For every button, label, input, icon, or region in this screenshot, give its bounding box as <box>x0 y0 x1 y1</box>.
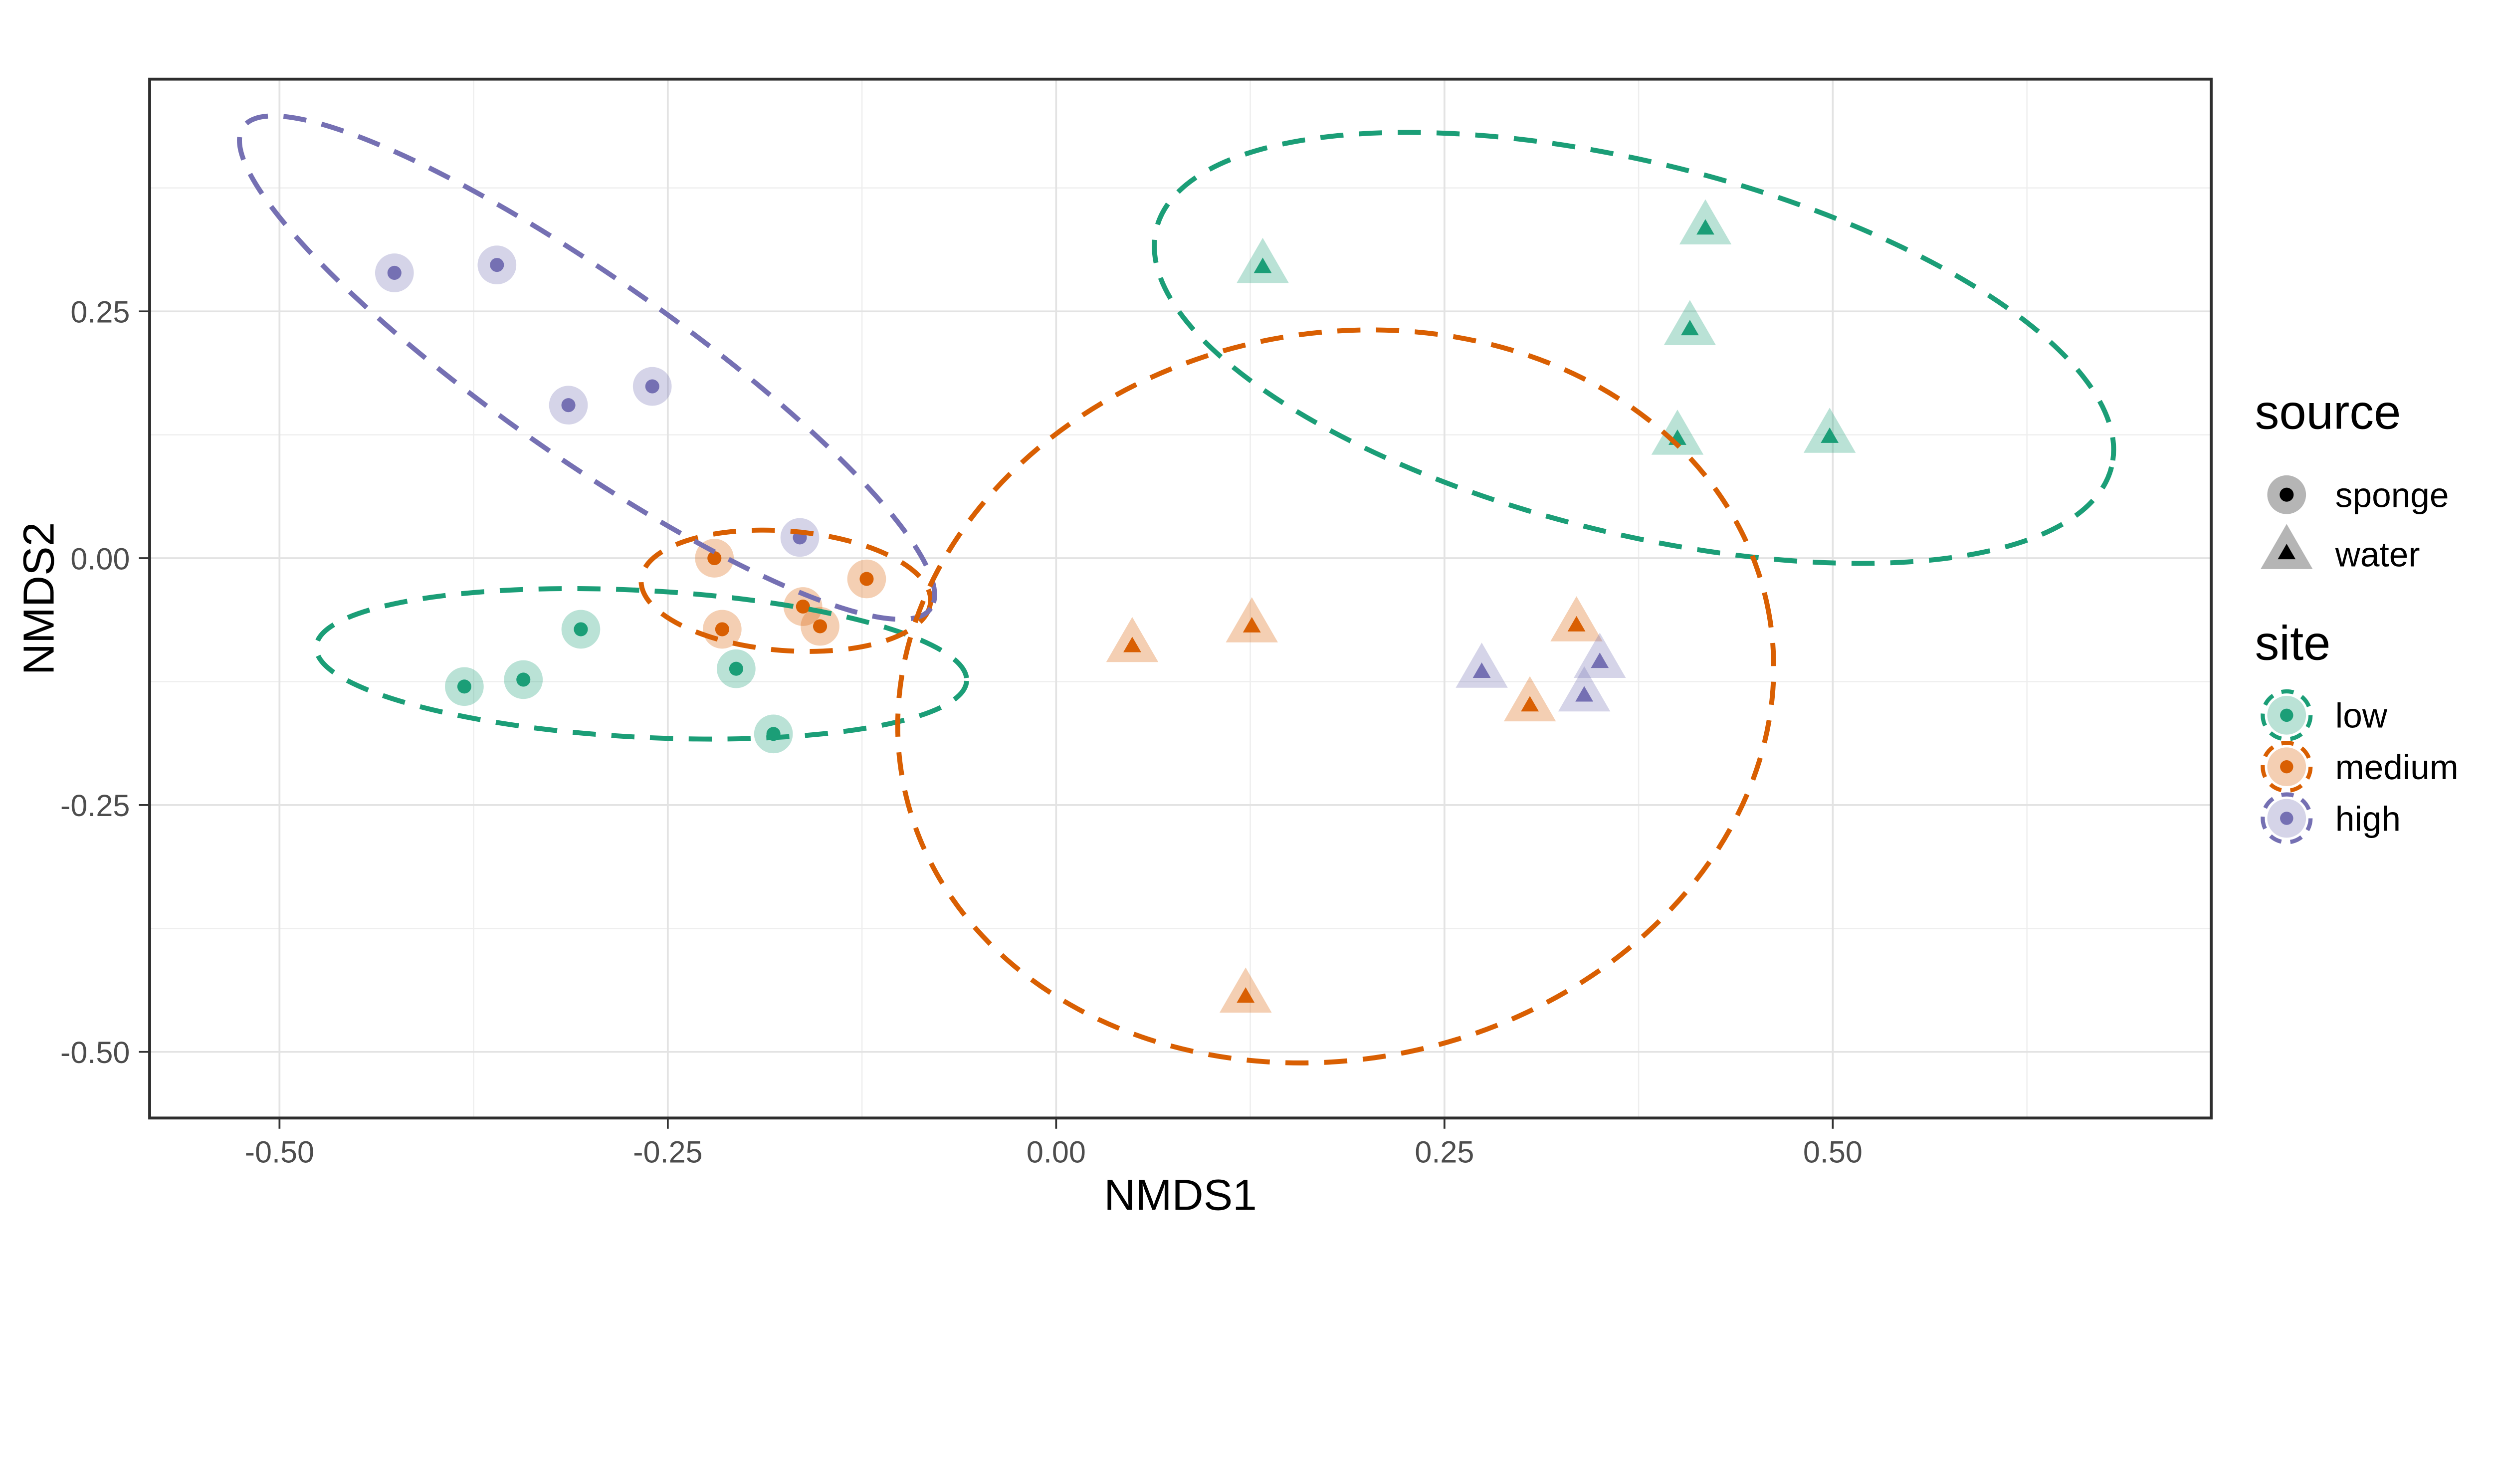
point-sponge-medium <box>707 551 722 566</box>
legend-site-point-icon <box>2280 708 2293 722</box>
x-tick-label: -0.25 <box>633 1135 702 1169</box>
legend-key-sponge <box>2267 475 2306 514</box>
legend-site-ellipse-icon <box>2261 792 2313 845</box>
ellipse-medium-sponge <box>638 527 933 654</box>
point-water-low <box>1821 427 1839 443</box>
point-sponge-high <box>645 379 659 394</box>
legend-source-title: source <box>2255 385 2401 439</box>
y-axis-title: NMDS2 <box>14 522 63 675</box>
point-sponge-high <box>490 258 504 272</box>
point-sponge-medium <box>796 599 810 614</box>
x-axis-title: NMDS1 <box>1104 1171 1257 1220</box>
point-water-low <box>1680 320 1699 336</box>
point-sponge-low <box>516 672 531 687</box>
legend-site-point-icon <box>2280 812 2293 825</box>
ellipse-low-sponge <box>313 586 969 742</box>
point-water-high <box>1591 652 1609 668</box>
point-sponge-low <box>574 622 588 636</box>
nmds-figure: -0.50 -0.25 0.00 0.25 0.50 0.25 0.00 -0.25 -0.50… <box>0 0 2494 1227</box>
point-water-medium <box>1521 696 1539 712</box>
legend-site-ellipse-icon <box>2261 689 2313 741</box>
point-water-medium <box>1123 636 1141 652</box>
ellipse-low-water <box>1152 130 2116 566</box>
y-tick-label: 0.00 <box>70 542 130 576</box>
legend-site-ellipse-icon <box>2261 741 2313 793</box>
legend-key-high <box>2261 792 2313 845</box>
legend-site-item-label: low <box>2335 696 2388 735</box>
legend-water-point-icon <box>2278 544 2296 560</box>
point-water-medium <box>1567 616 1586 632</box>
legend-site-item-label: medium <box>2335 748 2459 787</box>
x-tick-label: -0.50 <box>245 1135 314 1169</box>
ellipse-medium-water <box>895 327 1776 1065</box>
point-sponge-high <box>387 265 402 280</box>
axis-layer: -0.50 -0.25 0.00 0.25 0.50 0.25 0.00 -0.25 -0.50 <box>60 295 1863 1169</box>
point-water-low <box>1696 219 1714 235</box>
x-tick-label: 0.00 <box>1027 1135 1086 1169</box>
legend-key-low <box>2261 689 2313 741</box>
ellipse-high-sponge <box>237 113 937 622</box>
ellipse-layer <box>237 113 2116 1065</box>
point-water-high <box>1575 686 1594 702</box>
legend-site-title: site <box>2255 616 2331 670</box>
point-water-low <box>1253 257 1272 273</box>
point-sponge-medium <box>859 572 874 586</box>
legend-key-water <box>2261 524 2313 569</box>
nmds-scatter-plot: -0.50 -0.25 0.00 0.25 0.500.250.00-0.25-0.50… <box>0 0 2494 1227</box>
point-water-high <box>1472 662 1491 678</box>
point-sponge-medium <box>715 622 729 636</box>
x-tick-label: 0.50 <box>1803 1135 1863 1169</box>
legend-site-item-label: high <box>2335 799 2401 838</box>
legend-key-medium <box>2261 741 2313 793</box>
y-tick-label: -0.50 <box>60 1036 130 1069</box>
point-sponge-low <box>457 679 471 694</box>
x-tick-label: 0.25 <box>1415 1135 1474 1169</box>
point-sponge-medium <box>813 619 828 634</box>
y-tick-label: -0.25 <box>60 789 130 823</box>
legend-sponge-point-icon <box>2280 487 2294 502</box>
legend-site-point-icon <box>2280 760 2293 774</box>
point-sponge-high <box>561 398 576 413</box>
legend-source-item-label: water <box>2335 535 2420 574</box>
point-sponge-low <box>729 661 743 676</box>
legend-source-item-label: sponge <box>2335 476 2449 515</box>
point-water-medium <box>1237 987 1255 1003</box>
panel-border <box>148 77 2213 1120</box>
figure-background <box>0 0 2494 1227</box>
point-water-medium <box>1243 617 1261 633</box>
y-tick-label: 0.25 <box>70 295 130 329</box>
